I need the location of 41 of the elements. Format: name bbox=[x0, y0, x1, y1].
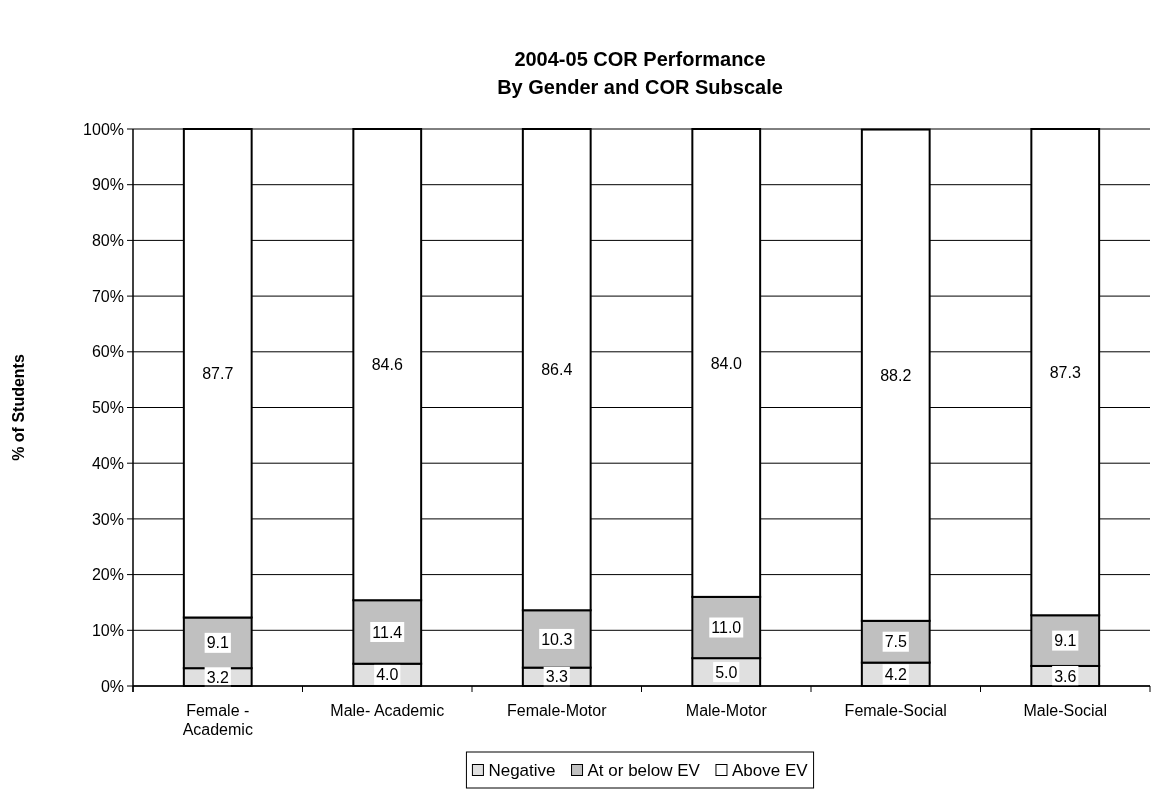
x-tick-label: Male-Motor bbox=[685, 702, 768, 719]
data-label: 86.4 bbox=[541, 361, 573, 379]
data-label: 7.5 bbox=[884, 633, 907, 651]
legend-label: Above EV bbox=[731, 760, 809, 780]
data-label: 84.6 bbox=[371, 356, 403, 374]
x-tick-label: Female - Academic bbox=[182, 702, 253, 738]
chart-subtitle: By Gender and COR Subscale bbox=[497, 76, 783, 98]
y-tick-label: 0% bbox=[100, 677, 124, 695]
y-tick-label: 100% bbox=[83, 120, 124, 138]
data-label: 11.0 bbox=[711, 619, 742, 637]
legend-label: At or below EV bbox=[587, 760, 701, 780]
y-tick-label: 70% bbox=[91, 287, 124, 305]
data-label: 11.4 bbox=[372, 623, 403, 641]
legend-label: Negative bbox=[488, 760, 556, 780]
data-label: 9.1 bbox=[206, 634, 229, 652]
y-tick-label: 90% bbox=[91, 176, 124, 194]
data-label: 4.2 bbox=[884, 665, 907, 683]
x-tick-label: Female-Motor bbox=[506, 702, 608, 719]
y-tick-label: 80% bbox=[91, 232, 124, 249]
data-label: 3.6 bbox=[1054, 667, 1077, 685]
x-tick-label: Male-Social bbox=[1023, 702, 1108, 719]
y-tick-label: 10% bbox=[91, 621, 124, 639]
data-label: 3.2 bbox=[206, 668, 229, 686]
x-tick-label: Male- Academic bbox=[330, 702, 445, 719]
data-label: 3.3 bbox=[545, 668, 568, 686]
data-label: 10.3 bbox=[541, 630, 573, 648]
x-tick-label: Female-Social bbox=[844, 702, 947, 719]
y-tick-label: 60% bbox=[91, 343, 124, 361]
y-tick-label: 30% bbox=[91, 510, 124, 528]
y-tick-label: 40% bbox=[91, 454, 124, 472]
y-tick-label: 50% bbox=[91, 399, 124, 417]
data-label: 88.2 bbox=[880, 366, 912, 384]
data-label: 9.1 bbox=[1054, 632, 1077, 650]
data-label: 87.3 bbox=[1049, 363, 1081, 381]
data-label: 84.0 bbox=[710, 354, 742, 372]
data-label: 87.7 bbox=[202, 364, 234, 382]
data-label: 5.0 bbox=[715, 663, 738, 681]
y-axis-title: % of Students bbox=[10, 354, 27, 461]
data-label: 4.0 bbox=[376, 666, 399, 684]
y-tick-label: 20% bbox=[91, 566, 124, 584]
chart-title: 2004-05 COR Performance bbox=[514, 48, 766, 70]
